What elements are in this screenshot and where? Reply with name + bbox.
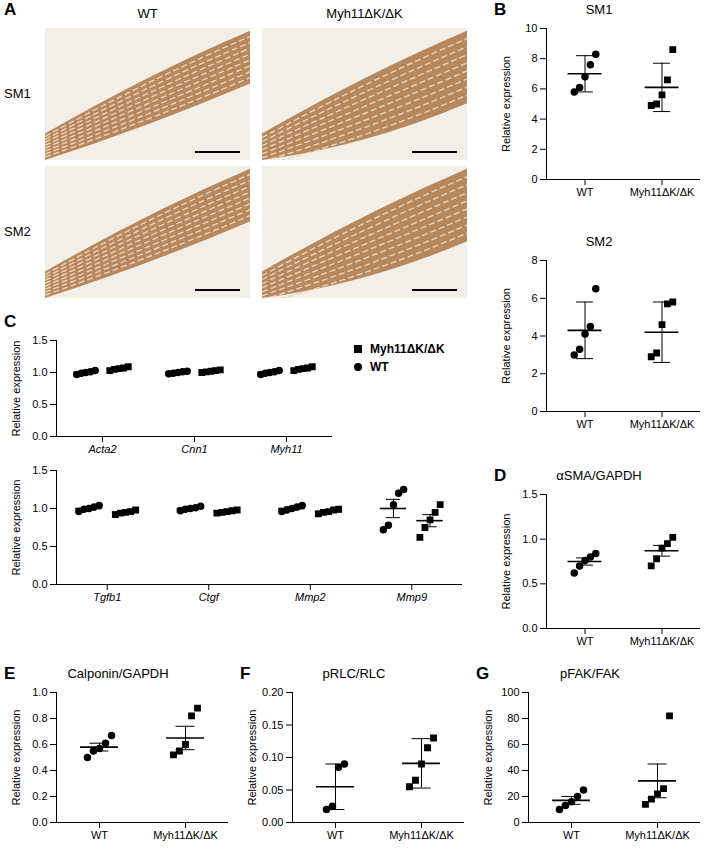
svg-text:0: 0 — [531, 173, 537, 185]
svg-text:Mmp2: Mmp2 — [295, 591, 326, 603]
svg-text:Acta2: Acta2 — [87, 443, 116, 455]
svg-text:6: 6 — [531, 82, 537, 94]
html-text:WT: WT — [370, 360, 389, 374]
html-text:Myh11ΔK/ΔK: Myh11ΔK/ΔK — [326, 6, 403, 21]
html-text:Myh11ΔK/ΔK: Myh11ΔK/ΔK — [370, 342, 445, 356]
svg-text:0.00: 0.00 — [262, 816, 283, 828]
svg-text:Myh11: Myh11 — [270, 443, 302, 455]
svg-text:0.6: 0.6 — [32, 738, 47, 750]
svg-text:20: 20 — [507, 790, 519, 802]
html-text:pRLC/RLC: pRLC/RLC — [322, 666, 386, 681]
svg-text:0.0: 0.0 — [522, 622, 537, 634]
svg-text:WT: WT — [327, 829, 344, 841]
svg-text:0.5: 0.5 — [32, 398, 47, 410]
svg-text:4: 4 — [531, 113, 537, 125]
html-text:B: B — [494, 0, 507, 19]
svg-text:Myh11ΔK/ΔK: Myh11ΔK/ΔK — [389, 829, 454, 841]
html-text:αSMA/GAPDH: αSMA/GAPDH — [556, 468, 642, 483]
svg-text:1.5: 1.5 — [32, 334, 47, 346]
html-text:E: E — [4, 664, 16, 683]
svg-text:Relative expression: Relative expression — [500, 514, 512, 610]
html-text:SM2: SM2 — [4, 224, 31, 239]
svg-text:0.0: 0.0 — [32, 430, 47, 442]
svg-text:6: 6 — [531, 292, 537, 304]
svg-text:WT: WT — [576, 186, 593, 198]
svg-text:Relative expression: Relative expression — [10, 710, 22, 806]
svg-text:0.0: 0.0 — [32, 816, 47, 828]
html-text:D: D — [494, 466, 507, 485]
svg-text:40: 40 — [507, 764, 519, 776]
svg-text:Ctgf: Ctgf — [199, 591, 220, 603]
svg-text:Myh11ΔK/ΔK: Myh11ΔK/ΔK — [630, 186, 695, 198]
svg-text:1.0: 1.0 — [522, 533, 537, 545]
svg-text:Myh11ΔK/ΔK: Myh11ΔK/ΔK — [630, 418, 695, 430]
svg-text:100: 100 — [501, 686, 519, 698]
svg-text:1.0: 1.0 — [32, 686, 47, 698]
svg-text:8: 8 — [531, 52, 537, 64]
svg-text:Myh11ΔK/ΔK: Myh11ΔK/ΔK — [625, 829, 690, 841]
svg-text:WT: WT — [91, 829, 108, 841]
html-text:G: G — [476, 664, 490, 683]
html-text:pFAK/FAK: pFAK/FAK — [560, 666, 620, 681]
svg-text:10: 10 — [525, 22, 537, 34]
html-text:SM2: SM2 — [585, 234, 613, 249]
html-text:Calponin/GAPDH: Calponin/GAPDH — [67, 666, 169, 681]
svg-text:0.15: 0.15 — [262, 719, 283, 731]
svg-text:8: 8 — [531, 254, 537, 266]
svg-text:2: 2 — [531, 143, 537, 155]
svg-text:Relative expression: Relative expression — [10, 480, 22, 576]
svg-text:1.5: 1.5 — [522, 488, 537, 500]
svg-text:0: 0 — [513, 816, 519, 828]
html-text:F: F — [240, 664, 251, 683]
svg-text:Tgfb1: Tgfb1 — [93, 591, 121, 603]
svg-text:2: 2 — [531, 367, 537, 379]
svg-text:Relative expression: Relative expression — [10, 341, 22, 437]
html-text:SM1: SM1 — [585, 2, 613, 17]
html-text:C: C — [4, 312, 17, 331]
svg-text:1.0: 1.0 — [32, 502, 47, 514]
svg-text:Relative expression: Relative expression — [246, 710, 258, 806]
svg-text:0.5: 0.5 — [522, 577, 537, 589]
svg-text:Mmp9: Mmp9 — [396, 591, 427, 603]
svg-text:80: 80 — [507, 712, 519, 724]
svg-text:Relative expression: Relative expression — [500, 288, 512, 384]
svg-text:4: 4 — [531, 330, 537, 342]
svg-text:0.10: 0.10 — [262, 751, 283, 763]
svg-text:0.20: 0.20 — [262, 686, 283, 698]
svg-text:WT: WT — [563, 829, 580, 841]
svg-text:60: 60 — [507, 738, 519, 750]
html-text:SM1: SM1 — [4, 86, 31, 101]
svg-text:WT: WT — [576, 635, 593, 647]
svg-text:0.4: 0.4 — [32, 764, 47, 776]
html-text:WT: WT — [137, 6, 158, 21]
html-text:A: A — [4, 0, 17, 19]
svg-text:WT: WT — [576, 418, 593, 430]
svg-text:0.8: 0.8 — [32, 712, 47, 724]
svg-text:1.0: 1.0 — [32, 366, 47, 378]
svg-text:Myh11ΔK/ΔK: Myh11ΔK/ΔK — [630, 635, 695, 647]
svg-text:Cnn1: Cnn1 — [181, 443, 207, 455]
svg-text:1.5: 1.5 — [32, 464, 47, 476]
svg-text:0.5: 0.5 — [32, 540, 47, 552]
svg-text:0.2: 0.2 — [32, 790, 47, 802]
svg-text:0.0: 0.0 — [32, 578, 47, 590]
svg-text:Relative expression: Relative expression — [500, 56, 512, 152]
svg-text:Myh11ΔK/ΔK: Myh11ΔK/ΔK — [153, 829, 218, 841]
svg-text:0: 0 — [531, 405, 537, 417]
svg-text:Relative expression: Relative expression — [482, 710, 494, 806]
svg-text:0.05: 0.05 — [262, 784, 283, 796]
